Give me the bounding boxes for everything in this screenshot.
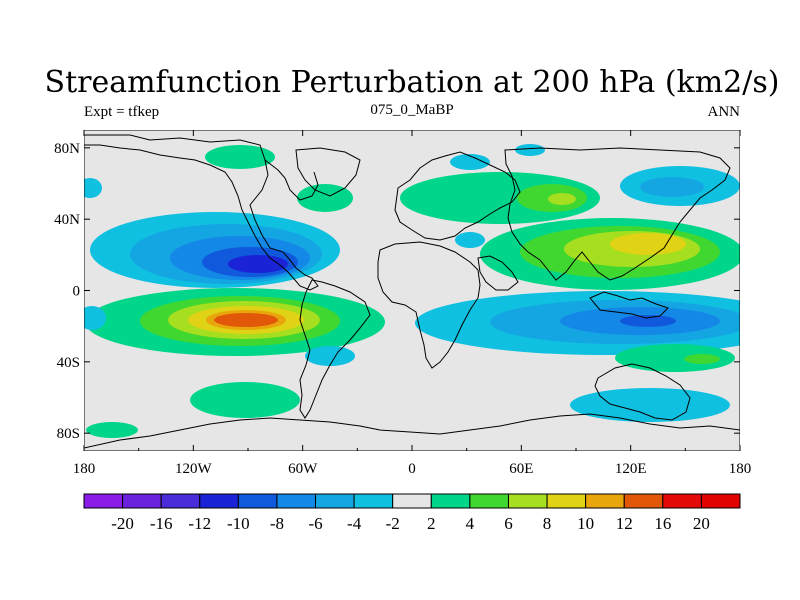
x-tick-label: 60W	[288, 461, 318, 477]
colorbar-swatch	[662, 493, 702, 509]
feature-arctic-neg	[515, 144, 545, 156]
colorbar-label: 6	[504, 514, 513, 533]
colorbar-label: 12	[616, 514, 633, 533]
colorbar-label: -8	[270, 514, 284, 533]
feature-ne-asia-neg-2	[640, 177, 704, 197]
coast-greenland	[295, 147, 361, 197]
feature-pacific-neg	[90, 212, 340, 288]
feature-asia-pos-3	[548, 193, 576, 205]
y-tick-label: 80N	[54, 141, 80, 157]
center-label: 075_0_MaBP	[370, 102, 453, 118]
colorbar-swatch	[237, 493, 278, 509]
feature-asia-pos	[400, 172, 600, 224]
x-tick-label: 120W	[175, 461, 213, 477]
coast-north-america	[84, 134, 319, 291]
feature-na-pos	[205, 145, 275, 169]
colorbar-swatch	[507, 493, 548, 509]
chart-title: Streamfunction Perturbation at 200 hPa (…	[45, 65, 780, 100]
colorbar-label: -16	[150, 514, 173, 533]
colorbar-swatch	[160, 493, 201, 509]
colorbar-label: 20	[693, 514, 710, 533]
x-tick-label: 120E	[615, 461, 647, 477]
colorbar-swatch	[430, 493, 471, 509]
colorbar-label: 8	[543, 514, 552, 533]
colorbar-swatch	[700, 493, 741, 509]
colorbar-swatch	[315, 493, 355, 509]
colorbar-swatch	[276, 493, 317, 509]
feature-sindian-pos	[615, 344, 735, 372]
feature-indopac-neg-4	[620, 315, 676, 327]
colorbar-swatch	[353, 493, 394, 509]
left-label: Expt = tfkep	[84, 104, 159, 120]
x-tick-label: 180	[729, 461, 752, 477]
coast-indonesia	[589, 291, 669, 319]
coast-arabia	[477, 255, 519, 291]
coast-australia	[594, 363, 691, 421]
colorbar-label: -20	[111, 514, 134, 533]
colorbar-swatch	[122, 493, 162, 509]
feature-pacific-pos-6	[214, 313, 278, 327]
colorbar-label: 4	[466, 514, 475, 533]
feature-na-pos-outer	[205, 145, 275, 169]
feature-south-neg	[570, 388, 730, 422]
feature-sindian-pos-1	[615, 344, 735, 372]
x-tick-label: 60E	[509, 461, 533, 477]
y-tick-label: 40N	[54, 212, 80, 228]
feature-n-atl-neg	[450, 154, 490, 170]
colorbar-swatch	[623, 493, 664, 509]
coast-europe	[394, 151, 521, 241]
feature-sindian-pos-2	[684, 354, 720, 364]
colorbar-label: 16	[654, 514, 671, 533]
colorbar-swatch	[546, 493, 587, 509]
map-panel	[84, 130, 740, 451]
feature-indopac-neg	[415, 291, 740, 355]
feature-medit-neg	[455, 232, 485, 248]
colorbar-swatch	[585, 493, 625, 509]
colorbar-label: 2	[427, 514, 436, 533]
feature-ne-asia-neg	[620, 166, 740, 206]
y-tick-label: 0	[73, 284, 81, 300]
colorbar-swatch	[83, 493, 124, 509]
feature-south-edge-pos	[86, 422, 138, 438]
x-tick-label: 0	[408, 461, 416, 477]
colorbar-swatch	[469, 493, 509, 509]
colorbar-label: -12	[188, 514, 211, 533]
colorbar-label: -4	[347, 514, 362, 533]
feature-sw-neg	[84, 306, 106, 330]
feature-west-edge-neg	[84, 178, 102, 198]
coast-south-america	[299, 279, 371, 419]
colorbar-label: -10	[227, 514, 250, 533]
coastlines	[84, 134, 740, 449]
feature-sa-neg	[305, 346, 355, 366]
colorbar-label: -6	[308, 514, 322, 533]
coast-asia	[504, 147, 731, 281]
coast-africa	[377, 241, 481, 369]
feature-tibet-pos-4	[610, 233, 686, 255]
colorbar-swatch	[392, 493, 432, 509]
feature-south-pacific-pos	[190, 382, 300, 418]
colorbar-label: -2	[386, 514, 400, 533]
x-tick-label: 180	[73, 461, 96, 477]
coast-antarctica	[84, 413, 740, 449]
feature-pacific-pos	[85, 288, 385, 356]
coast-canada-east	[264, 159, 319, 201]
right-label: ANN	[708, 104, 741, 120]
y-tick-label: 40S	[57, 355, 80, 371]
y-ticks: 80N 40N 0 40S 80S	[54, 141, 740, 442]
colorbar: -20 -16 -12 -10 -8 -6 -4 -2 2 4 6 8 10 12 16 20	[83, 493, 741, 533]
colorbar-label: 10	[577, 514, 594, 533]
x-ticks: 180 120W 60W 0 60E 120E 180	[73, 130, 752, 477]
y-tick-label: 80S	[57, 426, 80, 442]
colorbar-swatch	[199, 493, 239, 509]
